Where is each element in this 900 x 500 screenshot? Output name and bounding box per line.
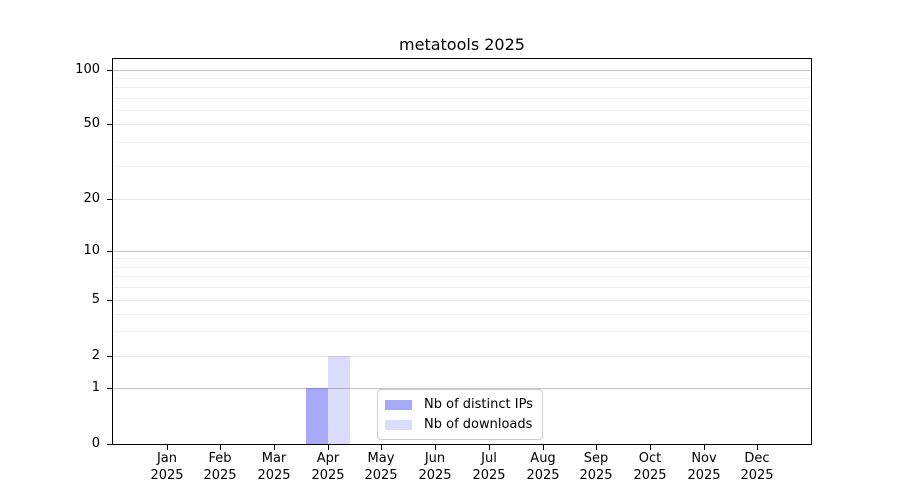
- legend-entry: Nb of downloads: [385, 417, 533, 432]
- y-tick-label: 20: [83, 191, 100, 206]
- y-gridline: [113, 124, 811, 125]
- y-gridline-minor: [113, 314, 811, 315]
- x-tick-mark: [489, 445, 490, 450]
- y-gridline-minor: [113, 110, 811, 111]
- x-tick-mark: [704, 445, 705, 450]
- y-gridline-minor: [113, 276, 811, 277]
- y-tick-mark: [107, 70, 112, 71]
- y-tick-mark: [107, 251, 112, 252]
- y-gridline-minor: [113, 267, 811, 268]
- x-tick-label: Jul 2025: [472, 451, 506, 483]
- x-tick-mark: [274, 445, 275, 450]
- y-tick-mark: [107, 300, 112, 301]
- y-gridline: [113, 300, 811, 301]
- y-tick-label: 50: [83, 116, 100, 131]
- y-gridline-minor: [113, 258, 811, 259]
- y-gridline-minor: [113, 331, 811, 332]
- y-gridline-minor: [113, 78, 811, 79]
- x-tick-label: Aug 2025: [526, 451, 560, 483]
- bar-nb-of-distinct-ips: [306, 388, 328, 444]
- y-gridline-minor: [113, 287, 811, 288]
- y-gridline-major: [113, 251, 811, 252]
- x-tick-mark: [220, 445, 221, 450]
- legend-swatch: [385, 419, 412, 430]
- x-tick-label: Mar 2025: [257, 451, 291, 483]
- x-tick-mark: [543, 445, 544, 450]
- y-gridline-minor: [113, 166, 811, 167]
- x-tick-mark: [650, 445, 651, 450]
- y-tick-mark: [107, 124, 112, 125]
- y-tick-label: 1: [91, 380, 100, 395]
- x-tick-label: Sep 2025: [579, 451, 613, 483]
- y-tick-label: 10: [83, 243, 100, 258]
- y-tick-mark: [107, 199, 112, 200]
- x-tick-mark: [757, 445, 758, 450]
- chart-title: metatools 2025: [399, 35, 525, 54]
- y-tick-label: 5: [91, 292, 100, 307]
- legend-label: Nb of downloads: [424, 417, 533, 432]
- legend: Nb of distinct IPs Nb of downloads: [377, 389, 543, 440]
- y-gridline: [113, 356, 811, 357]
- x-tick-label: Apr 2025: [311, 451, 345, 483]
- y-tick-mark: [107, 356, 112, 357]
- legend-swatch: [385, 399, 412, 410]
- plot-area: [112, 58, 812, 445]
- y-gridline-major: [113, 388, 811, 389]
- x-tick-mark: [435, 445, 436, 450]
- y-tick-label: 100: [75, 62, 100, 77]
- x-tick-label: Oct 2025: [633, 451, 667, 483]
- x-tick-label: Jan 2025: [150, 451, 184, 483]
- y-gridline: [113, 199, 811, 200]
- y-gridline-major: [113, 70, 811, 71]
- x-tick-mark: [328, 445, 329, 450]
- x-tick-label: Nov 2025: [687, 451, 721, 483]
- y-tick-mark: [107, 444, 112, 445]
- legend-entry: Nb of distinct IPs: [385, 397, 533, 412]
- x-tick-label: May 2025: [364, 451, 398, 483]
- legend-label: Nb of distinct IPs: [424, 397, 533, 412]
- y-tick-label: 0: [91, 436, 100, 451]
- x-tick-mark: [596, 445, 597, 450]
- x-tick-label: Dec 2025: [740, 451, 774, 483]
- y-gridline-minor: [113, 142, 811, 143]
- y-gridline-minor: [113, 87, 811, 88]
- y-tick-label: 2: [91, 348, 100, 363]
- y-gridline-minor: [113, 98, 811, 99]
- x-tick-label: Jun 2025: [418, 451, 452, 483]
- bar-nb-of-downloads: [328, 356, 350, 444]
- x-tick-label: Feb 2025: [203, 451, 237, 483]
- x-tick-mark: [167, 445, 168, 450]
- y-tick-mark: [107, 388, 112, 389]
- x-tick-mark: [381, 445, 382, 450]
